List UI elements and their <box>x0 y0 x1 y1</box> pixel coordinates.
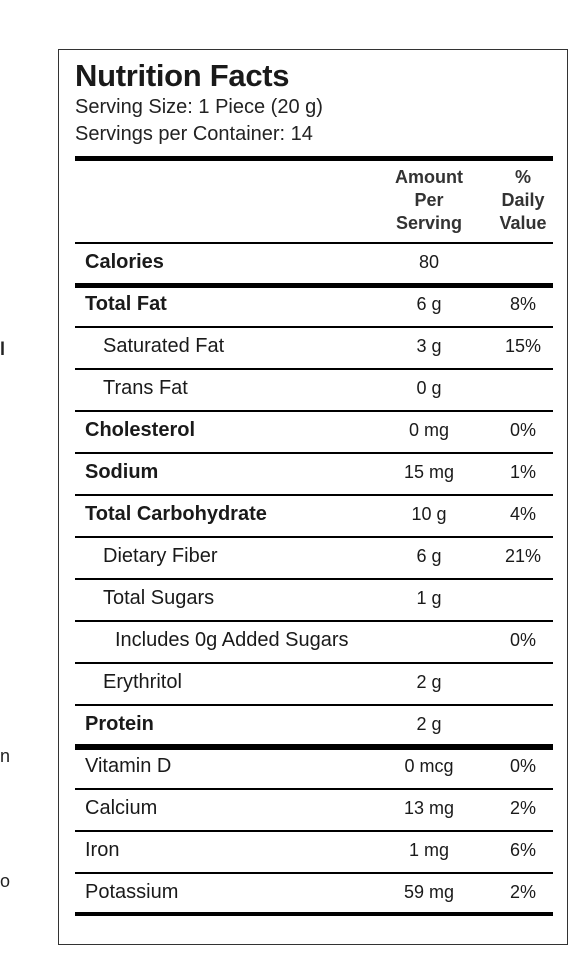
nutrient-amount: 0 mg <box>408 420 450 440</box>
nutrient-name: Erythritol <box>103 671 182 693</box>
nutrient-daily-value: 0% <box>509 420 536 440</box>
row-divider <box>75 830 553 832</box>
nutrient-name: Potassium <box>85 881 179 903</box>
nutrient-name: Saturated Fat <box>103 335 225 357</box>
nutrient-daily-value: 2% <box>509 798 536 818</box>
nutrient-row: Iron 1 mg 6% <box>75 830 553 870</box>
nutrient-name: Sodium <box>85 461 159 483</box>
row-divider <box>75 620 553 622</box>
row-divider <box>75 452 553 454</box>
row-divider <box>75 788 553 790</box>
nutrient-row: Total Carbohydrate 10 g 4% <box>75 494 553 534</box>
nutrient-amount: 6 g <box>416 546 442 566</box>
nutrient-daily-value: 6% <box>509 840 536 860</box>
nutrient-amount: 80 <box>418 252 440 272</box>
nutrient-amount: 0 mcg <box>404 756 454 776</box>
row-divider <box>75 872 553 874</box>
row-divider <box>75 410 553 412</box>
nutrient-row: Vitamin D 0 mcg 0% <box>75 746 553 786</box>
column-header-amount: Amount Per Serving <box>395 167 463 233</box>
row-divider <box>75 662 553 664</box>
nutrient-daily-value: 0% <box>509 756 536 776</box>
nutrient-name: Trans Fat <box>103 377 188 399</box>
nutrient-daily-value: 1% <box>509 462 536 482</box>
nutrient-daily-value: 0% <box>509 630 536 650</box>
nutrient-amount: 0 g <box>416 378 442 398</box>
nutrient-name: Dietary Fiber <box>103 545 218 567</box>
nutrient-name: Cholesterol <box>85 419 196 441</box>
row-divider <box>75 283 553 288</box>
row-divider <box>75 368 553 370</box>
nutrient-name: Calories <box>85 251 164 273</box>
nutrient-amount: 10 g <box>411 504 447 524</box>
nutrient-amount: 13 mg <box>403 798 455 818</box>
nutrient-name: Calcium <box>85 797 158 819</box>
nutrient-daily-value: 2% <box>509 882 536 902</box>
nutrient-amount: 1 g <box>416 588 442 608</box>
nutrient-row: Total Sugars 1 g <box>75 578 553 618</box>
nutrient-name: Includes 0g Added Sugars <box>115 629 349 651</box>
row-divider <box>75 578 553 580</box>
nutrient-name: Protein <box>85 713 154 735</box>
nutrient-amount: 2 g <box>416 714 442 734</box>
row-divider <box>75 744 553 750</box>
row-divider <box>75 494 553 496</box>
serving-size: Serving Size: 1 Piece (20 g) <box>75 96 323 118</box>
nutrient-amount: 15 mg <box>403 462 455 482</box>
edge-text-fragment: l <box>0 339 6 359</box>
nutrient-row: Cholesterol 0 mg 0% <box>75 410 553 450</box>
nutrient-row: Trans Fat 0 g <box>75 368 553 408</box>
label-title: Nutrition Facts <box>75 58 290 93</box>
nutrient-row: Dietary Fiber 6 g 21% <box>75 536 553 576</box>
divider-thick-bottom <box>75 912 553 916</box>
nutrient-row: Potassium 59 mg 2% <box>75 872 553 912</box>
nutrient-amount: 3 g <box>416 336 442 356</box>
nutrient-name: Vitamin D <box>85 755 172 777</box>
nutrient-row: Calcium 13 mg 2% <box>75 788 553 828</box>
nutrient-name: Iron <box>85 839 120 861</box>
row-divider <box>75 242 553 244</box>
nutrient-daily-value: 4% <box>509 504 536 524</box>
nutrient-amount: 6 g <box>416 294 442 314</box>
nutrient-name: Total Fat <box>85 293 167 315</box>
edge-text-fragment: o <box>0 871 11 891</box>
nutrient-row: Calories 80 <box>75 242 553 282</box>
nutrient-amount: 59 mg <box>403 882 455 902</box>
nutrient-amount: 1 mg <box>408 840 450 860</box>
nutrition-facts-panel: Nutrition Facts Serving Size: 1 Piece (2… <box>58 49 568 945</box>
nutrient-amount: 2 g <box>416 672 442 692</box>
nutrient-row: Protein 2 g <box>75 704 553 744</box>
nutrient-daily-value: 15% <box>504 336 542 356</box>
nutrient-name: Total Carbohydrate <box>85 503 267 525</box>
row-divider <box>75 704 553 706</box>
nutrient-row: Erythritol 2 g <box>75 662 553 702</box>
nutrient-name: Total Sugars <box>103 587 215 609</box>
nutrient-row: Sodium 15 mg 1% <box>75 452 553 492</box>
nutrient-row: Saturated Fat 3 g 15% <box>75 326 553 366</box>
divider-thick <box>75 156 553 161</box>
nutrient-row: Total Fat 6 g 8% <box>75 284 553 324</box>
row-divider <box>75 536 553 538</box>
servings-per-container: Servings per Container: 14 <box>75 123 313 145</box>
nutrient-row: Includes 0g Added Sugars 0% <box>75 620 553 660</box>
row-divider <box>75 326 553 328</box>
column-header-daily-value: % Daily Value <box>499 167 547 233</box>
edge-text-fragment: n <box>0 746 11 766</box>
nutrient-daily-value: 8% <box>509 294 536 314</box>
nutrient-daily-value: 21% <box>504 546 542 566</box>
